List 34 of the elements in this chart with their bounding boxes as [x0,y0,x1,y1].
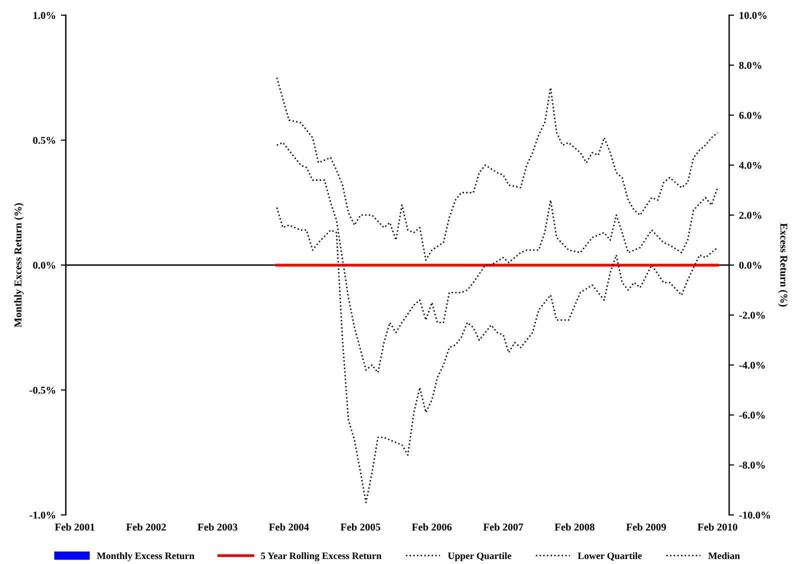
legend-label: 5 Year Rolling Excess Return [261,552,382,562]
y2-tick-label: 0.0% [739,262,762,269]
x-tick-label: Feb 2006 [412,523,452,531]
x-tick-label: Feb 2001 [54,523,94,531]
legend-label: Upper Quartile [448,552,512,562]
y2-tick-label: -10.0% [739,512,770,519]
x-tick-label: Feb 2004 [269,523,309,531]
y2-tick-label: -6.0% [739,412,765,419]
y-tick-label: 0.5% [33,136,56,144]
legend-label: Lower Quartile [578,552,642,561]
legend-label: Median [708,552,740,560]
y2-tick-label: 8.0% [739,62,762,69]
y2-tick-label: -8.0% [739,462,765,469]
x-tick-label: Feb 2007 [483,523,524,531]
y2-tick-label: 6.0% [739,112,762,119]
x-tick-label: Feb 2009 [626,523,666,531]
x-tick-label: Feb 2003 [198,523,238,531]
x-tick-label: Feb 2002 [126,523,166,531]
y-tick-label: -1.0% [30,512,56,519]
line-series [276,76,718,261]
y-tick-label: 1.0% [34,12,56,19]
y-tick-label: -0.5% [30,386,56,394]
x-tick-label: Feb 2010 [698,523,738,531]
x-tick-label: Feb 2005 [340,523,380,531]
y2-tick-label: 10.0% [740,12,767,19]
legend-label: Monthly Excess Return [96,552,194,562]
y-axis-title: Monthly Excess Return (%) [14,203,24,328]
y2-tick-label: -2.0% [739,312,765,319]
y2-tick-label: 2.0% [739,212,762,219]
x-tick-label: Feb 2008 [554,523,594,531]
y2-axis-title: Excess Return (%) [778,223,788,307]
y-tick-label: 0.0% [33,262,56,269]
y2-tick-label: 4.0% [738,162,762,169]
y2-tick-label: -4.0% [739,362,765,369]
